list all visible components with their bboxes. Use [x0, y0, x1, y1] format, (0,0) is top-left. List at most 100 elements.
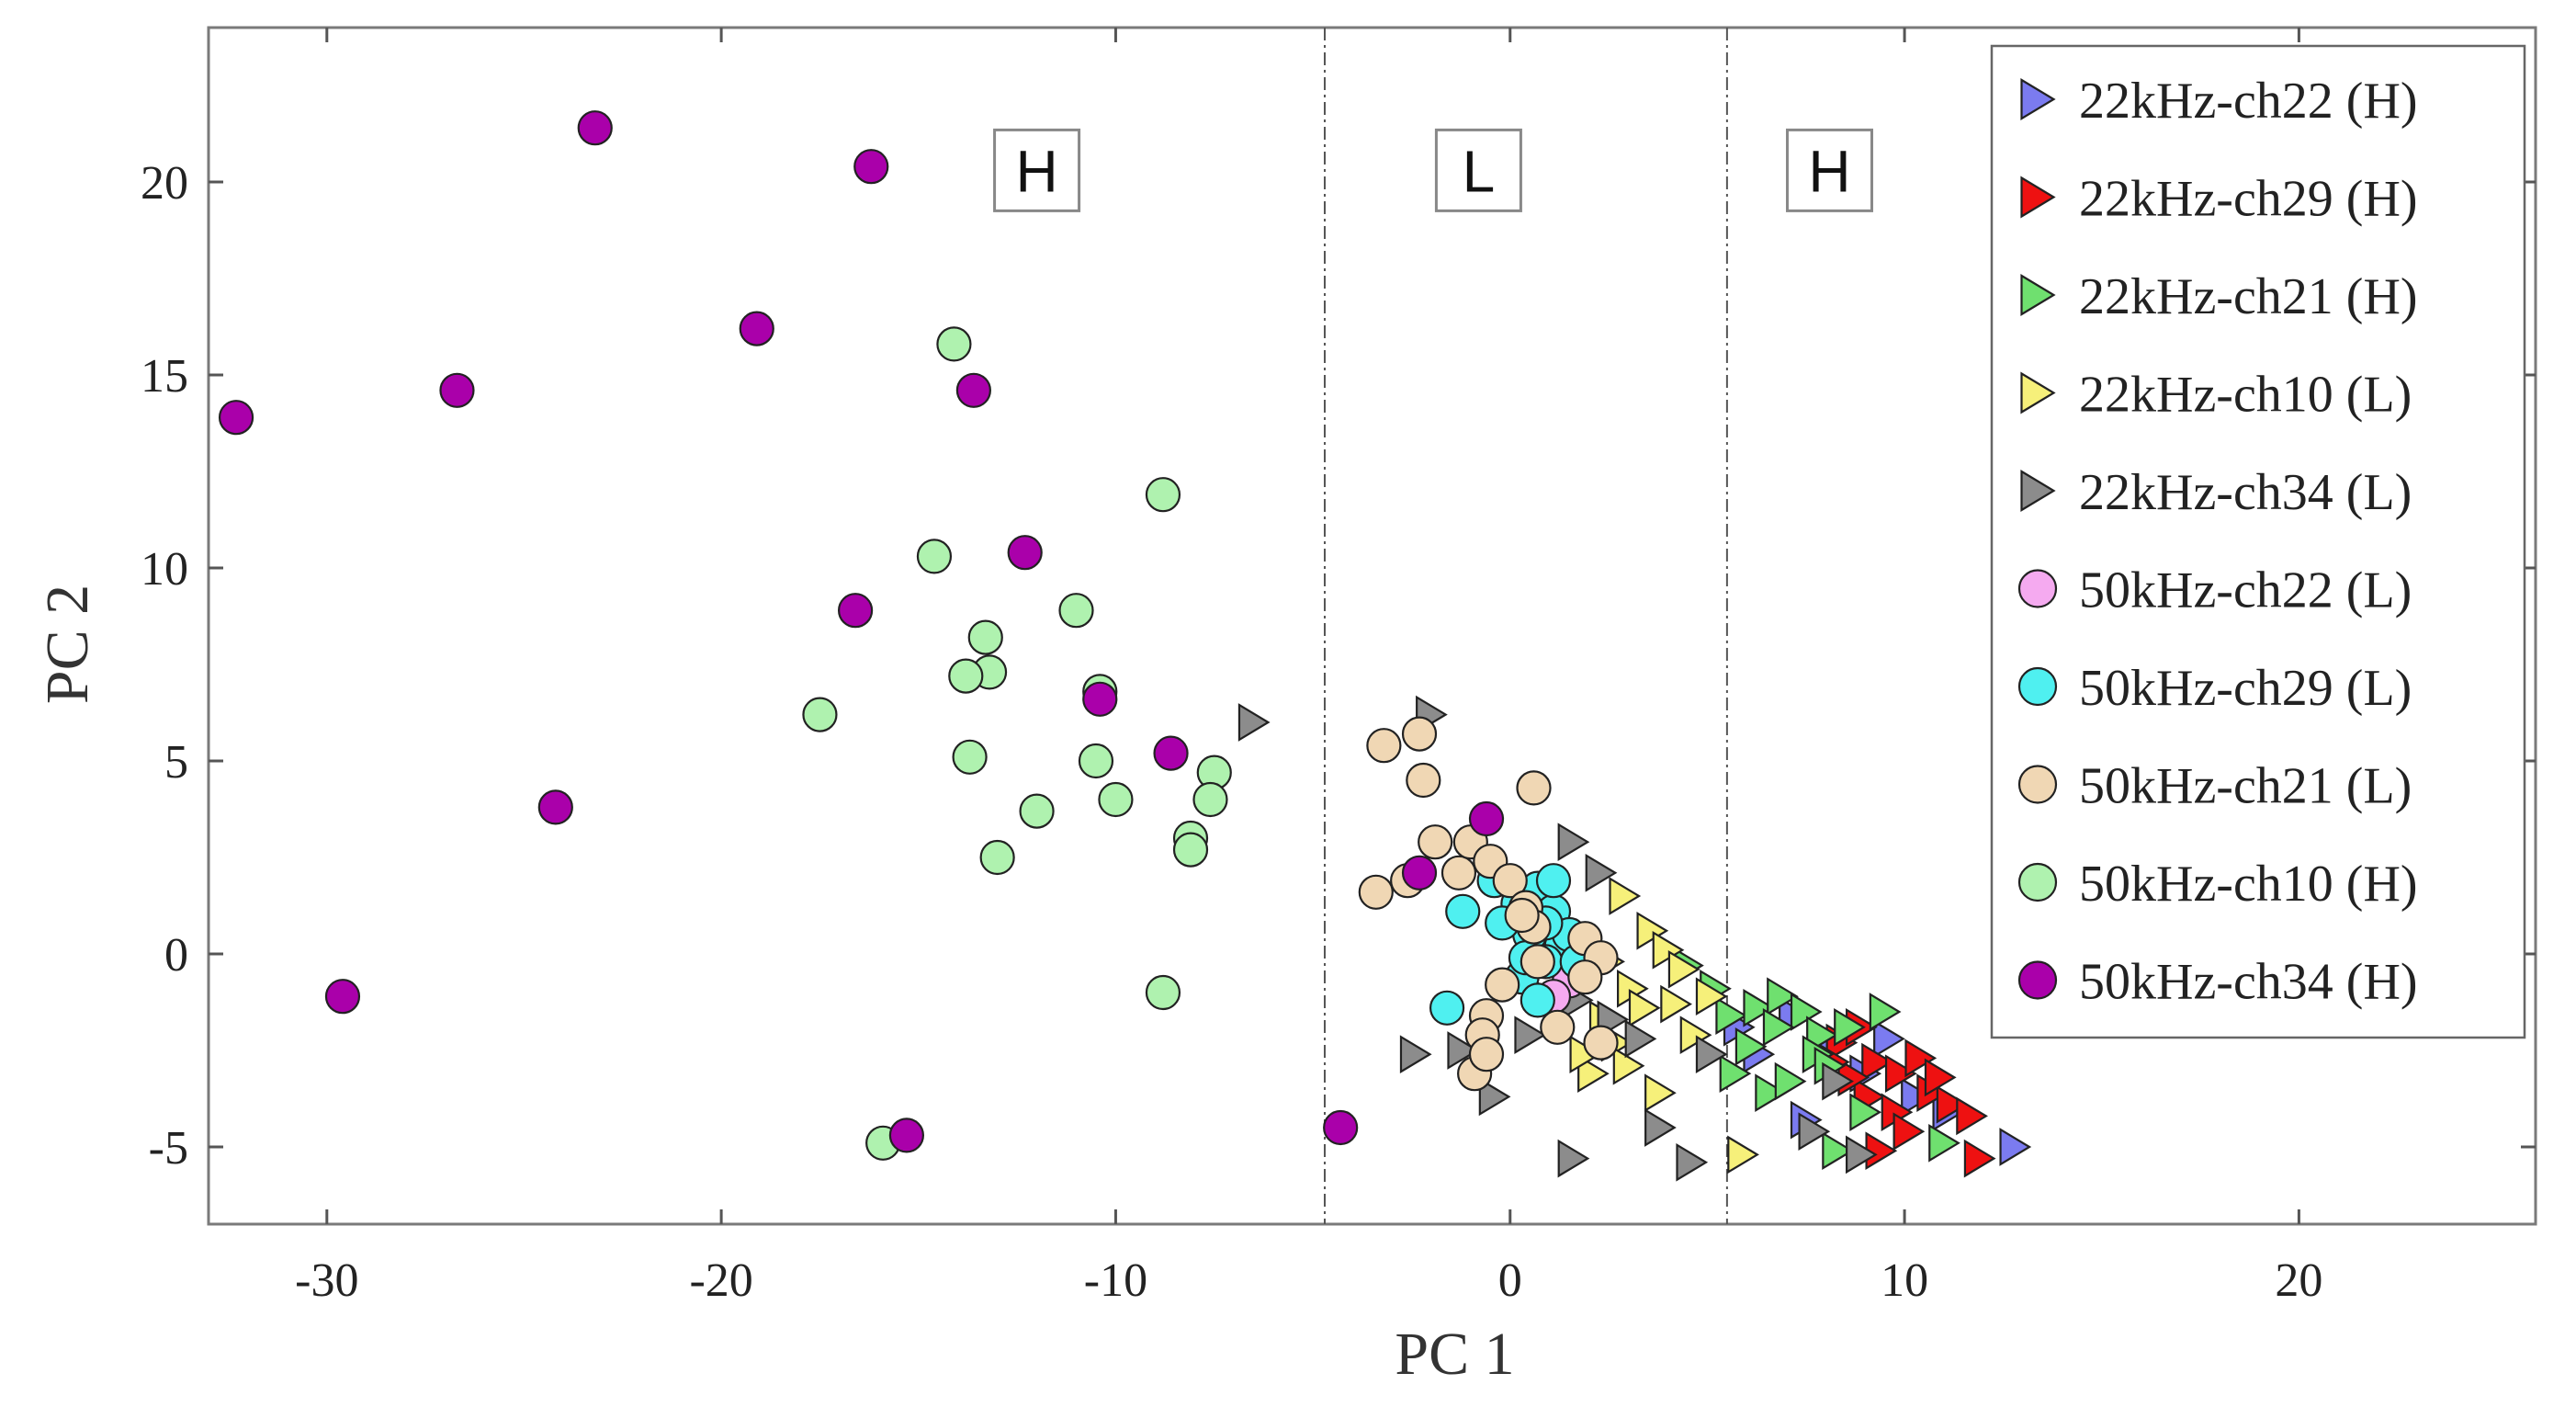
y-tick-label: 10 — [141, 543, 188, 596]
data-points — [218, 110, 2032, 1182]
data-point-series-8 — [952, 739, 988, 775]
data-point-series-9 — [1401, 855, 1438, 891]
data-point-series-8 — [1192, 781, 1228, 818]
data-point-series-6 — [1445, 893, 1481, 929]
data-point-series-1 — [1956, 1096, 1988, 1136]
legend-entry-label: 50kHz-ch21 (L) — [2079, 758, 2412, 815]
legend-marker — [2017, 569, 2058, 608]
data-point-series-9 — [324, 979, 361, 1015]
legend-marker — [2017, 666, 2058, 707]
data-point-series-2 — [1719, 1054, 1752, 1094]
data-point-series-4 — [1846, 1135, 1878, 1174]
data-point-series-2 — [1849, 1093, 1882, 1132]
data-point-series-9 — [537, 789, 573, 825]
data-point-series-1 — [1892, 1112, 1926, 1152]
plot-area-frame — [207, 26, 2537, 1226]
data-point-series-8 — [979, 839, 1015, 876]
data-point-series-4 — [1237, 703, 1271, 742]
y-tick-label: 5 — [164, 736, 188, 789]
data-point-series-0 — [1873, 1019, 1905, 1059]
data-point-series-7 — [1441, 855, 1477, 891]
x-tick-label: 10 — [1881, 1254, 1928, 1307]
region-label-0: H — [1015, 138, 1057, 204]
data-point-series-3 — [1577, 1054, 1610, 1094]
data-point-series-1 — [1904, 1038, 1938, 1078]
data-point-series-3 — [1660, 984, 1692, 1024]
data-point-series-7 — [1567, 959, 1603, 995]
data-point-series-8 — [1019, 793, 1055, 829]
data-point-series-9 — [888, 1118, 925, 1153]
legend-marker — [2020, 176, 2056, 219]
data-point-series-7 — [1492, 863, 1528, 899]
region-label-2: H — [1808, 138, 1850, 204]
data-point-series-2 — [1762, 1007, 1795, 1047]
data-point-series-4 — [1399, 1035, 1432, 1074]
data-point-series-3 — [1667, 949, 1700, 989]
data-point-series-2 — [1869, 993, 1902, 1031]
data-point-series-1 — [1884, 1054, 1917, 1094]
legend-entry-label: 22kHz-ch21 (H) — [2079, 268, 2418, 325]
legend-entry-label: 22kHz-ch29 (H) — [2079, 171, 2418, 228]
data-point-series-2 — [1822, 1131, 1854, 1171]
data-point-series-9 — [218, 400, 254, 436]
legend-marker — [2020, 371, 2056, 414]
data-point-series-4 — [1624, 1019, 1657, 1059]
data-point-series-8 — [916, 539, 953, 574]
data-point-series-3 — [1609, 877, 1642, 915]
legend-marker — [2020, 78, 2056, 120]
data-point-series-4 — [1447, 1031, 1480, 1070]
data-point-series-6 — [1535, 863, 1572, 899]
region-label-box — [993, 128, 1081, 212]
x-axis-ticks: -30 -20 -10 0 10 20 — [295, 28, 2322, 1307]
data-point-series-8 — [1145, 974, 1181, 1011]
data-point-series-2 — [1834, 1007, 1866, 1047]
data-point-series-3 — [1652, 930, 1685, 970]
legend-entry-label: 50kHz-ch34 (H) — [2079, 954, 2418, 1011]
legend-marker — [2020, 470, 2056, 512]
y-tick-label: 0 — [164, 929, 188, 981]
data-point-series-9 — [853, 149, 889, 185]
data-point-series-9 — [1323, 1109, 1359, 1146]
data-point-series-4 — [1478, 1077, 1511, 1117]
data-point-series-2 — [1715, 996, 1748, 1036]
data-point-series-1 — [1963, 1139, 1996, 1178]
data-point-series-8 — [1145, 477, 1181, 513]
data-point-series-8 — [802, 697, 838, 732]
data-point-series-9 — [439, 372, 475, 408]
data-point-series-3 — [1644, 1073, 1677, 1113]
data-point-series-7 — [1520, 944, 1555, 980]
data-point-series-6 — [1520, 982, 1555, 1018]
region-label-box — [1786, 128, 1874, 212]
data-point-series-8 — [1172, 832, 1209, 868]
data-point-series-7 — [1540, 1009, 1576, 1045]
data-point-series-3 — [1612, 1046, 1645, 1085]
data-point-series-9 — [955, 372, 991, 408]
data-point-series-6 — [1429, 990, 1465, 1026]
y-axis-title: PC 2 — [34, 584, 101, 704]
data-point-series-1 — [1924, 1058, 1957, 1097]
y-tick-label: -5 — [149, 1122, 188, 1174]
data-point-series-9 — [1007, 535, 1043, 571]
data-point-series-7 — [1358, 874, 1394, 910]
x-tick-label: 20 — [2275, 1254, 2322, 1307]
region-label-1: L — [1463, 138, 1496, 204]
legend-marker — [2017, 960, 2058, 1000]
legend-entry-label: 22kHz-ch10 (L) — [2079, 367, 2412, 424]
data-point-series-2 — [1767, 977, 1799, 1016]
legend-entry-label: 22kHz-ch34 (L) — [2079, 464, 2412, 521]
data-point-series-1 — [1936, 1084, 1969, 1124]
data-point-series-8 — [948, 658, 984, 694]
x-tick-label: -20 — [689, 1254, 752, 1307]
y-tick-label: 15 — [141, 350, 188, 403]
x-tick-label: 0 — [1498, 1254, 1522, 1307]
data-point-series-9 — [1153, 735, 1189, 771]
data-point-series-8 — [1058, 593, 1094, 629]
data-point-series-0 — [1901, 1077, 1933, 1117]
data-point-series-2 — [1734, 1027, 1768, 1066]
data-point-series-2 — [1790, 993, 1823, 1031]
y-axis-ticks: -5 0 5 10 15 20 — [141, 157, 2536, 1174]
data-point-series-9 — [577, 110, 613, 146]
data-point-series-9 — [837, 593, 874, 629]
data-point-series-9 — [1468, 800, 1505, 837]
